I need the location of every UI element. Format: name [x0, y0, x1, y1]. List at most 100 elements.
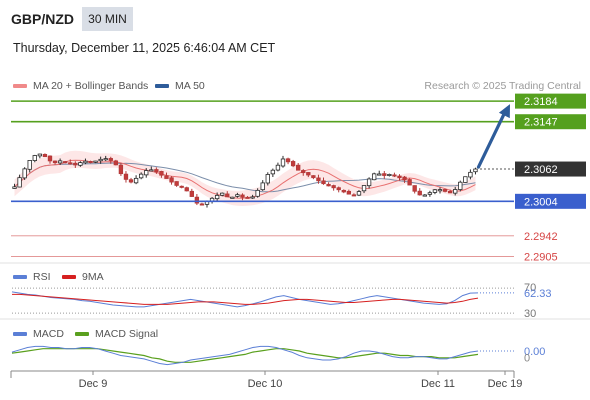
- ma50-swatch: [155, 84, 169, 88]
- candle-body: [306, 172, 311, 176]
- currency-pair-title: GBP/NZD: [11, 11, 74, 27]
- candle-body: [189, 190, 194, 197]
- legend-ma20-label: MA 20 + Bollinger Bands: [33, 80, 149, 92]
- level-label-last: 2.3062: [524, 164, 558, 176]
- candle-body: [240, 194, 245, 198]
- candle-body: [230, 196, 235, 199]
- level-label-box: [515, 114, 586, 130]
- candle-body: [463, 176, 468, 183]
- candle-body: [432, 189, 438, 193]
- candle-body: [336, 187, 341, 191]
- candle-body: [52, 160, 58, 164]
- candle-body: [316, 177, 321, 182]
- candle-body: [255, 189, 260, 197]
- candle-body: [17, 177, 22, 188]
- legend-rsi-ma: 9MA: [62, 271, 104, 283]
- candle-body: [184, 187, 189, 192]
- rsi-swatch: [13, 275, 27, 279]
- candle-body: [422, 194, 427, 197]
- candle-body: [397, 175, 402, 179]
- candle-body: [93, 160, 98, 163]
- candle-body: [275, 164, 281, 171]
- candle-body: [371, 173, 377, 181]
- credit-text: Research © 2025 Trading Central: [424, 80, 581, 92]
- candle-body: [427, 192, 433, 195]
- candle-body: [225, 193, 230, 198]
- ma20-swatch: [13, 84, 27, 88]
- candle-body: [133, 177, 139, 184]
- candle-body: [78, 162, 83, 166]
- rsi-ma-swatch: [62, 275, 76, 279]
- level-label-target: 2.3184: [524, 96, 558, 108]
- level-label-box: [515, 193, 586, 209]
- candle-body: [412, 185, 417, 192]
- candle-body: [12, 186, 17, 189]
- candle-body: [250, 196, 255, 199]
- candle-body: [402, 176, 407, 181]
- candle-body: [164, 175, 169, 179]
- level-label-support: 2.2942: [524, 231, 558, 243]
- level-label-box: [515, 93, 586, 109]
- candle-body: [154, 169, 159, 173]
- macd-swatch: [13, 332, 27, 336]
- candle-body: [83, 160, 88, 164]
- legend-macd-signal: MACD Signal: [75, 328, 158, 340]
- candle-body: [220, 192, 225, 196]
- candle-body: [346, 190, 352, 195]
- candle-body: [98, 158, 103, 162]
- candle-body: [63, 161, 68, 164]
- candle-body: [214, 195, 220, 200]
- candle-body: [235, 194, 240, 197]
- candle-body: [458, 181, 463, 190]
- candle-body: [194, 196, 200, 204]
- candle-body: [377, 173, 382, 176]
- candle-body: [442, 189, 448, 192]
- candle-body: [341, 189, 346, 193]
- timestamp: Thursday, December 11, 2025 6:46:04 AM C…: [13, 41, 276, 55]
- candle-body: [270, 169, 276, 175]
- candle-body: [68, 162, 73, 165]
- candle-body: [361, 185, 367, 192]
- legend-rsi-ma-label: 9MA: [82, 271, 104, 283]
- x-tick-label: Dec 9: [79, 378, 108, 390]
- legend-ma50-label: MA 50: [175, 80, 205, 92]
- candle-body: [88, 160, 93, 164]
- candle-body: [73, 162, 78, 166]
- level-label-box: [515, 161, 586, 177]
- candle-body: [169, 177, 174, 183]
- candle-body: [265, 174, 270, 184]
- candle-body: [37, 153, 43, 157]
- candle-body: [27, 160, 32, 170]
- rsi-tick-30: 30: [524, 308, 536, 320]
- candle-body: [417, 190, 422, 196]
- x-tick-label: Dec 11: [421, 378, 455, 390]
- macd-line: [11, 345, 479, 366]
- candle-body: [32, 155, 37, 161]
- candle-body: [321, 180, 326, 185]
- candle-body: [447, 190, 453, 194]
- candles: [12, 153, 478, 208]
- candle-body: [468, 171, 473, 178]
- forecast-arrowhead: [498, 104, 510, 119]
- candle-body: [159, 170, 164, 176]
- candle-body: [108, 158, 113, 161]
- candle-body: [103, 158, 108, 161]
- rsi-last-value: 62.33: [524, 288, 552, 300]
- macd-signal-swatch: [75, 332, 89, 336]
- macd-last-value: 0.00: [524, 346, 545, 358]
- rsi-tick-70: 70: [524, 282, 536, 294]
- candle-body: [285, 158, 291, 163]
- candle-body: [473, 168, 478, 173]
- candle-body: [331, 185, 336, 189]
- timeframe-badge[interactable]: 30 MIN: [82, 7, 133, 31]
- candle-body: [22, 168, 27, 179]
- candle-body: [437, 189, 443, 192]
- candle-body: [42, 153, 48, 158]
- candle-body: [301, 170, 306, 174]
- candle-body: [149, 169, 154, 172]
- candle-body: [407, 179, 412, 186]
- candle-body: [311, 175, 316, 178]
- candle-body: [47, 155, 53, 162]
- candle-body: [366, 178, 372, 187]
